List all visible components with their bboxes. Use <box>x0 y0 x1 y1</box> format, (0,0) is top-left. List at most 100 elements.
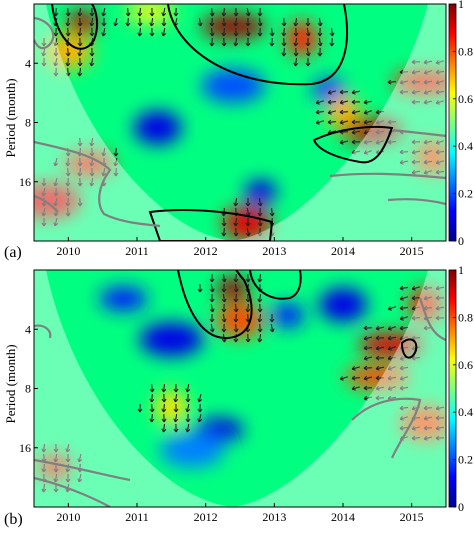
phase-arrow <box>53 453 59 463</box>
phase-arrow <box>399 89 409 95</box>
phase-arrow <box>339 119 349 125</box>
phase-arrow <box>269 314 275 323</box>
phase-arrow <box>305 18 311 27</box>
colorbar-tick-label: 0.2 <box>458 187 473 201</box>
phase-arrow <box>399 305 409 311</box>
phase-arrow <box>245 303 251 313</box>
phase-arrow <box>149 393 155 403</box>
phase-arrow <box>65 197 71 207</box>
phase-arrow <box>293 37 299 47</box>
coherence-region <box>159 433 224 468</box>
coherence-region <box>64 152 113 177</box>
phase-arrow <box>41 177 47 187</box>
phase-arrow <box>281 27 287 37</box>
coherence-region <box>327 94 359 129</box>
phase-arrow <box>173 413 179 423</box>
phase-arrow <box>101 27 107 37</box>
colorbar-tick-label: 0 <box>458 234 464 248</box>
phase-arrow <box>101 167 107 177</box>
phase-arrow <box>209 27 215 37</box>
phase-arrow <box>209 283 215 293</box>
phase-arrow <box>257 7 263 17</box>
phase-arrow <box>399 285 409 291</box>
phase-arrow <box>339 139 349 145</box>
phase-arrow <box>233 17 239 27</box>
phase-arrow <box>399 416 408 421</box>
colorbar-tick-label: 1 <box>458 263 464 277</box>
coherence-region <box>244 179 277 204</box>
phase-arrow <box>245 218 251 227</box>
phase-arrow <box>65 443 71 453</box>
phase-arrow <box>315 100 324 105</box>
phase-arrow <box>233 283 239 293</box>
phase-arrow <box>113 147 119 157</box>
phase-arrow <box>339 376 348 381</box>
phase-arrow <box>173 423 179 433</box>
phase-arrow <box>399 325 409 331</box>
phase-arrow <box>435 149 445 155</box>
phase-arrow <box>399 316 408 321</box>
coherence-region <box>319 287 367 322</box>
phase-arrow <box>363 325 373 331</box>
phase-arrow <box>53 157 59 167</box>
phase-arrow <box>411 305 420 311</box>
phase-arrow <box>53 27 59 37</box>
phase-arrow <box>399 79 409 85</box>
panel-b: 2010 2011 2012 2013 2014 2015 4 8 16 Period (mo… <box>3 263 473 528</box>
phase-arrow <box>221 217 227 227</box>
phase-arrow <box>233 27 239 37</box>
colorbar-tick-label: 0 <box>458 500 464 514</box>
phase-arrow <box>149 413 155 423</box>
phase-arrow <box>89 147 95 157</box>
phase-arrow <box>77 453 83 463</box>
phase-arrow <box>411 59 421 65</box>
phase-arrow <box>257 227 263 237</box>
x-tick-label: 2015 <box>400 244 424 258</box>
phase-arrow <box>317 47 323 57</box>
phase-arrow <box>53 177 59 187</box>
phase-arrow <box>411 295 421 301</box>
phase-arrow <box>411 355 421 361</box>
phase-arrow <box>435 315 445 321</box>
y-tick-label: 16 <box>19 175 31 189</box>
phase-arrow <box>53 57 59 67</box>
colorbar-tick-label: 0.2 <box>458 453 473 467</box>
phase-arrow <box>387 366 396 371</box>
phase-arrow <box>209 37 215 47</box>
phase-arrow <box>387 119 397 125</box>
phase-arrow <box>257 313 263 323</box>
phase-arrow <box>161 423 167 433</box>
phase-arrow <box>41 463 47 473</box>
y-tick-label: 8 <box>25 382 31 396</box>
phase-arrow <box>375 385 385 391</box>
phase-arrow <box>65 57 71 67</box>
phase-arrow <box>399 365 409 371</box>
phase-arrow <box>269 37 275 47</box>
phase-arrow <box>77 177 83 187</box>
phase-arrow <box>435 69 445 75</box>
phase-arrow <box>375 375 385 381</box>
phase-arrow <box>363 150 372 155</box>
phase-arrow <box>161 27 167 37</box>
colorbar-tick-label: 0.8 <box>458 310 473 324</box>
phase-arrow <box>197 403 203 413</box>
phase-arrow <box>411 69 421 75</box>
phase-arrow <box>293 57 299 67</box>
phase-arrow <box>399 69 409 75</box>
phase-arrow <box>435 425 445 431</box>
phase-arrow <box>423 285 433 291</box>
phase-arrow <box>351 89 361 95</box>
phase-arrow <box>161 413 167 423</box>
phase-arrow <box>65 177 71 187</box>
phase-arrow <box>305 38 311 47</box>
phase-arrow <box>329 37 335 47</box>
phase-arrow <box>305 27 311 37</box>
phase-arrow <box>101 147 107 157</box>
phase-arrow <box>351 129 361 135</box>
coherence-region <box>409 287 442 322</box>
phase-arrow <box>65 157 71 167</box>
phase-arrow <box>387 386 396 391</box>
phase-arrow <box>423 415 433 421</box>
y-tick-label: 4 <box>25 56 31 70</box>
phase-arrow <box>411 99 421 105</box>
